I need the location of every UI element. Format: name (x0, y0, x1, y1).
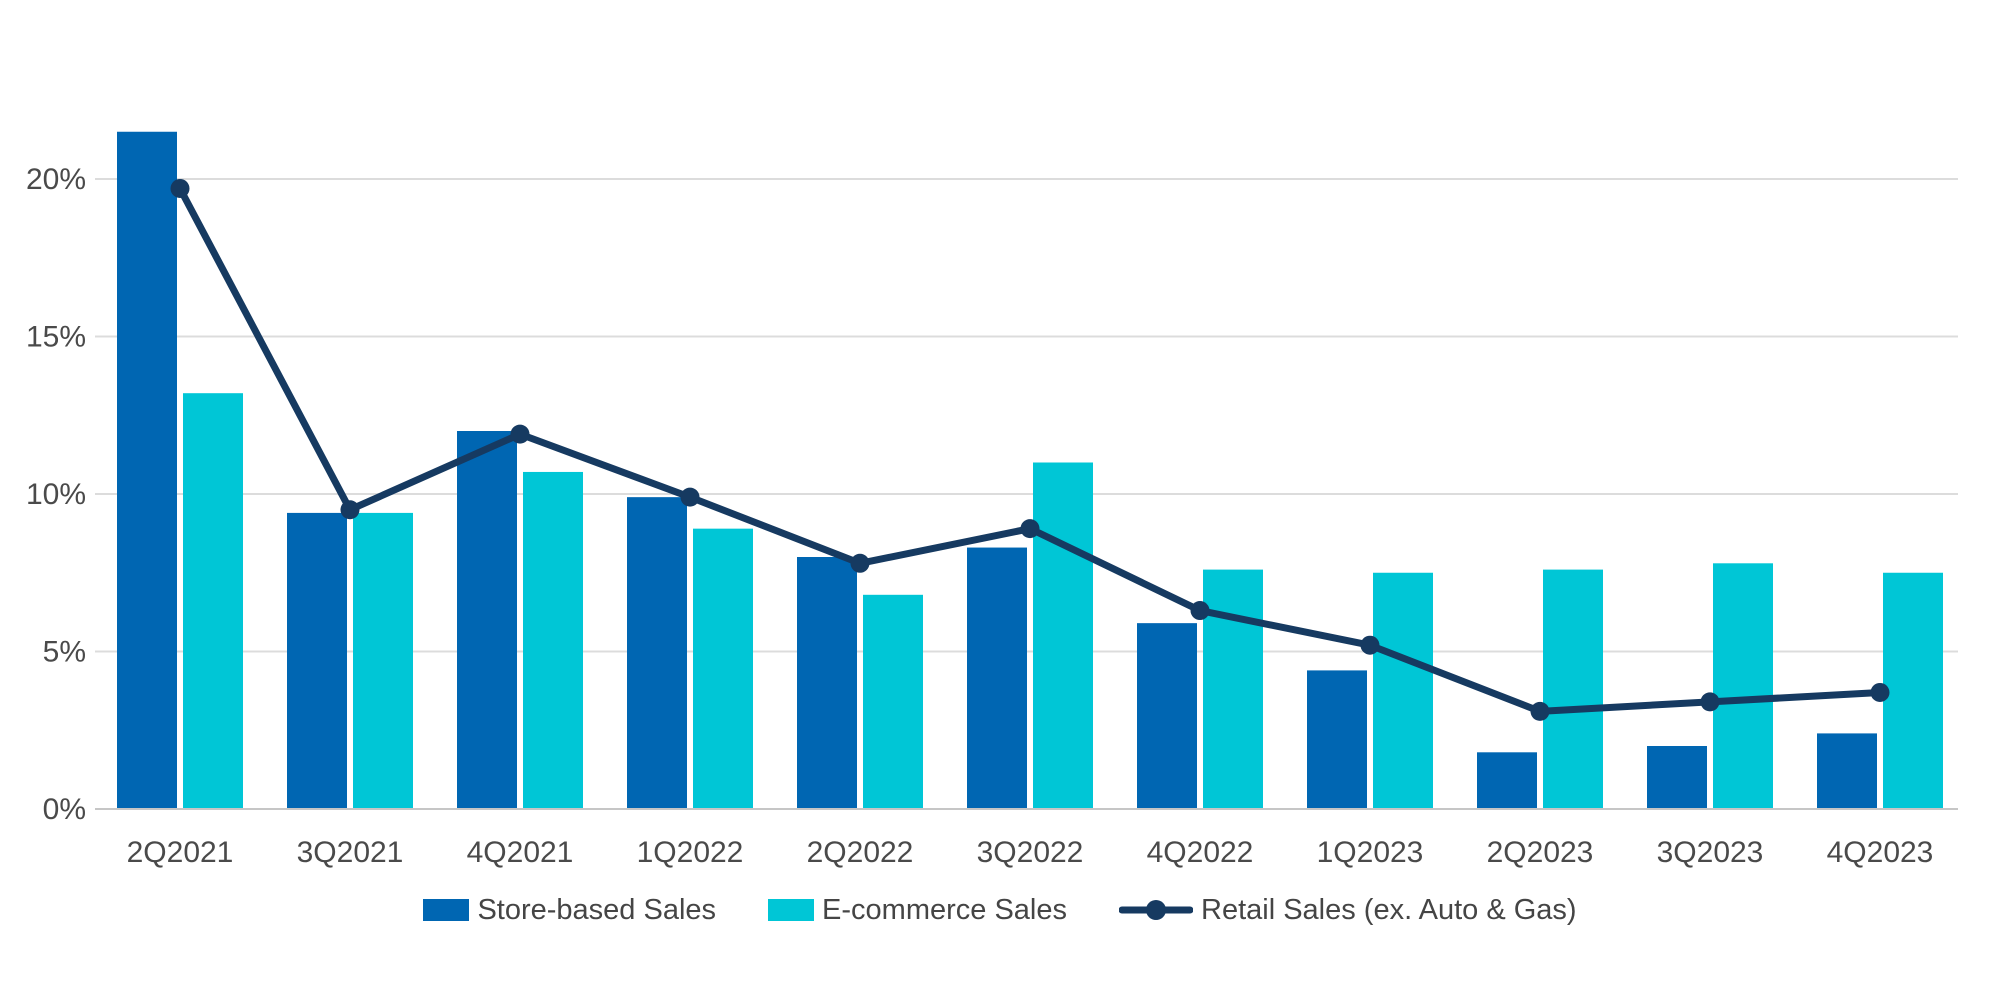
line-point-1q2023 (1360, 635, 1380, 655)
bar-e-commerce-sales-2q2021 (183, 393, 243, 808)
line-point-1q2022 (680, 487, 700, 507)
x-tick-label-3q2023: 3Q2023 (1657, 836, 1764, 869)
e-commerce-sales-swatch-icon (768, 899, 815, 921)
x-tick-label-4q2022: 4Q2022 (1147, 836, 1254, 869)
x-tick-label-2q2021: 2Q2021 (127, 836, 234, 869)
y-tick-label-5: 5% (43, 636, 86, 669)
line-point-3q2021 (340, 500, 360, 520)
bar-e-commerce-sales-1q2023 (1373, 572, 1433, 808)
x-tick-label-3q2021: 3Q2021 (297, 836, 404, 869)
y-tick-label-10: 10% (26, 478, 86, 511)
x-tick-label-4q2023: 4Q2023 (1827, 836, 1934, 869)
bar-e-commerce-sales-3q2023 (1713, 563, 1773, 808)
line-point-2q2022 (850, 553, 870, 573)
bar-e-commerce-sales-3q2021 (353, 512, 413, 808)
line-point-4q2021 (510, 424, 530, 444)
x-tick-label-2q2022: 2Q2022 (807, 836, 914, 869)
line-point-4q2022 (1190, 601, 1210, 621)
chart-legend: Store-based Sales E-commerce Sales Retai… (0, 886, 2000, 934)
bar-e-commerce-sales-1q2022 (693, 528, 753, 808)
bar-e-commerce-sales-2q2022 (863, 594, 923, 808)
line-point-2q2021 (170, 178, 190, 198)
x-tick-label-1q2023: 1Q2023 (1317, 836, 1424, 869)
bar-store-based-sales-2q2023 (1477, 752, 1537, 808)
bar-store-based-sales-3q2023 (1647, 746, 1707, 808)
bar-e-commerce-sales-4q2021 (523, 471, 583, 808)
bar-store-based-sales-2q2021 (117, 131, 177, 808)
line-point-3q2022 (1020, 519, 1040, 539)
legend-label-retail-sales: Retail Sales (ex. Auto & Gas) (1201, 893, 1577, 926)
bar-e-commerce-sales-4q2023 (1883, 572, 1943, 808)
bar-store-based-sales-2q2022 (797, 557, 857, 808)
retail-sales-line-symbol-icon (1119, 900, 1193, 920)
legend-label-e-commerce-sales: E-commerce Sales (822, 893, 1067, 926)
x-tick-label-1q2022: 1Q2022 (637, 836, 744, 869)
bar-store-based-sales-3q2021 (287, 512, 347, 808)
legend-label-store-based-sales: Store-based Sales (477, 893, 717, 926)
y-tick-label-15: 15% (26, 321, 86, 354)
bar-store-based-sales-1q2023 (1307, 670, 1367, 808)
bar-e-commerce-sales-4q2022 (1203, 569, 1263, 808)
line-point-4q2023 (1870, 682, 1890, 702)
bar-store-based-sales-4q2021 (457, 431, 517, 808)
line-point-3q2023 (1700, 692, 1720, 712)
bar-store-based-sales-4q2023 (1817, 733, 1877, 808)
legend-item-store-based-sales: Store-based Sales (423, 894, 716, 927)
store-based-sales-swatch-icon (423, 899, 470, 921)
retail-sales-line (176, 184, 1884, 715)
y-tick-label-20: 20% (26, 163, 86, 196)
bar-store-based-sales-1q2022 (627, 497, 687, 808)
x-tick-label-3q2022: 3Q2022 (977, 836, 1084, 869)
bar-store-based-sales-3q2022 (967, 547, 1027, 808)
bar-e-commerce-sales-3q2022 (1033, 462, 1093, 808)
bar-e-commerce-sales-2q2023 (1543, 569, 1603, 808)
legend-item-retail-sales-line: Retail Sales (ex. Auto & Gas) (1119, 894, 1577, 927)
y-tick-label-0: 0% (43, 793, 86, 826)
x-tick-label-2q2023: 2Q2023 (1487, 836, 1594, 869)
x-tick-label-4q2021: 4Q2021 (467, 836, 574, 869)
bar-store-based-sales-4q2022 (1137, 623, 1197, 808)
legend-item-e-commerce-sales: E-commerce Sales (768, 894, 1067, 927)
line-point-2q2023 (1530, 701, 1550, 721)
